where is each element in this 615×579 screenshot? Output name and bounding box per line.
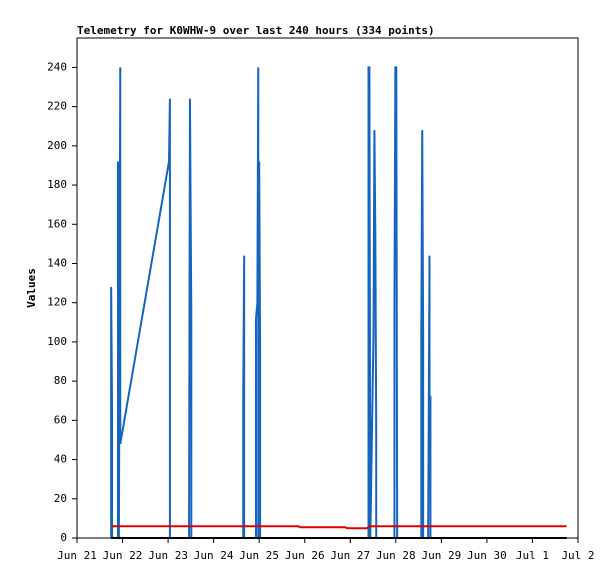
x-tick-label: Jul 1 [516, 549, 549, 562]
y-tick-label: 40 [54, 453, 67, 466]
x-tick-label: Jun 26 [285, 549, 325, 562]
y-tick-label: 60 [54, 413, 67, 426]
x-tick-label: Jun 24 [194, 549, 234, 562]
x-tick-label: Jun 23 [148, 549, 188, 562]
y-tick-label: 200 [47, 139, 67, 152]
y-tick-label: 160 [47, 217, 67, 230]
y-tick-label: 220 [47, 100, 67, 113]
series-line [110, 66, 432, 539]
series-line [111, 525, 567, 530]
y-tick-label: 20 [54, 492, 67, 505]
y-tick-label: 120 [47, 296, 67, 309]
x-tick-label: Jun 29 [421, 549, 461, 562]
x-tick-label: Jun 27 [330, 549, 370, 562]
y-tick-label: 0 [60, 531, 67, 544]
x-tick-label: Jun 30 [467, 549, 507, 562]
chart-title: Telemetry for K0WHW-9 over last 240 hour… [77, 24, 435, 37]
x-tick-label: Jun 22 [103, 549, 143, 562]
y-tick-label: 80 [54, 374, 67, 387]
y-tick-label: 180 [47, 178, 67, 191]
x-tick-label: Jun 21 [57, 549, 97, 562]
y-tick-label: 100 [47, 335, 67, 348]
y-tick-label: 140 [47, 256, 67, 269]
x-tick-label: Jul 2 [561, 549, 594, 562]
x-tick-label: Jun 25 [239, 549, 279, 562]
y-axis-label: Values [25, 268, 38, 308]
x-tick-label: Jun 28 [376, 549, 416, 562]
y-tick-label: 240 [47, 60, 67, 73]
